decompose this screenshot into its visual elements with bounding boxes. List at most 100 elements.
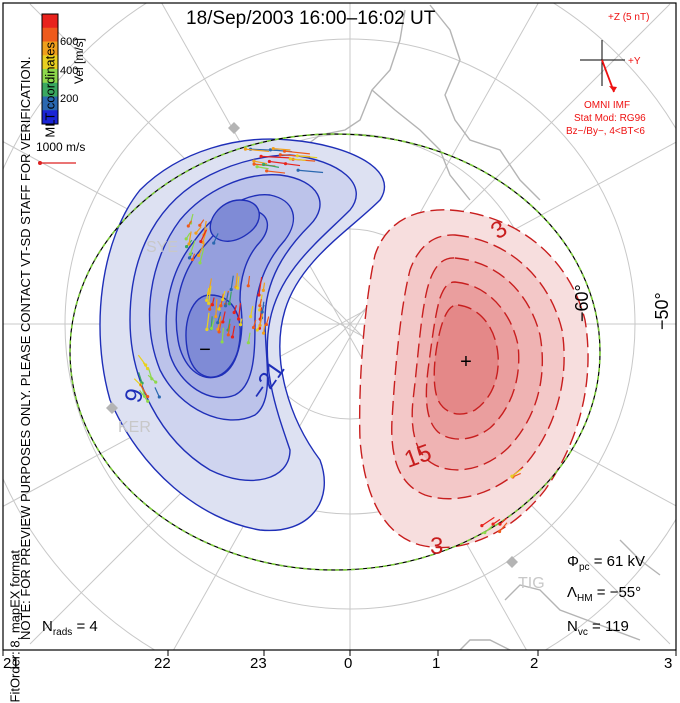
velocity-vector-origin <box>205 327 209 332</box>
velocity-vector-origin <box>230 335 235 339</box>
velocity-vector <box>188 231 192 245</box>
velocity-vector-origin <box>227 302 232 306</box>
stat-lambda-hm-symbol: Λ <box>567 584 578 601</box>
velocity-vector <box>199 248 205 264</box>
colorbar-swatch <box>42 41 58 56</box>
velocity-vector-origin <box>288 157 292 161</box>
colorbar-label: Vel [m/s] <box>72 37 87 85</box>
imf-source-label: OMNI IMF <box>584 100 631 111</box>
plot-title: 18/Sep/2003 16:00–16:02 UT <box>186 8 436 29</box>
velocity-vector-origin <box>190 257 195 262</box>
mlt-tick-21: 21 <box>3 655 20 672</box>
velocity-vector <box>261 155 290 159</box>
velocity-vector <box>284 150 310 155</box>
stat-nrads-subscript: rads <box>52 627 73 638</box>
stat-phi-pc-subscript: pc <box>578 562 590 573</box>
velocity-vector <box>154 387 160 398</box>
mlt-tick-0: 0 <box>344 655 353 672</box>
colorbar-swatch <box>42 110 58 125</box>
velocity-vector <box>511 468 522 477</box>
velocity-vector-origin <box>214 315 218 319</box>
velocity-vector-origin <box>235 286 240 290</box>
velocity-vector-origin <box>229 287 233 292</box>
velocity-vector-origin <box>146 395 150 399</box>
velocity-vector-origin <box>188 252 192 256</box>
velocity-vector <box>285 163 301 167</box>
vector-scale-label: 1000 m/s <box>36 140 86 154</box>
velocity-vector <box>231 325 236 338</box>
colorbar-swatch <box>42 55 58 70</box>
velocity-vector-origin <box>258 308 262 312</box>
velocity-vector-origin <box>212 241 216 245</box>
velocity-vector-origin <box>216 327 220 331</box>
station-markers <box>106 122 518 568</box>
colorbar <box>42 14 58 125</box>
velocity-vector-origin <box>237 317 241 321</box>
velocity-vector <box>211 318 216 329</box>
velocity-vector-origin <box>246 284 250 288</box>
velocity-vector-origin <box>207 301 211 305</box>
velocity-vector <box>221 327 225 342</box>
stat-nrads-value: = 4 <box>76 618 98 635</box>
velocity-vector <box>484 524 495 534</box>
velocity-vector <box>222 311 226 323</box>
velocity-vector-origin <box>259 154 263 159</box>
convection-map: − + 9 −21 3 15 3 −60° −50° SYE KER TIG <box>2 2 677 656</box>
velocity-vector <box>235 273 238 288</box>
velocity-vector-origin <box>510 474 514 478</box>
velocity-vector-origin <box>198 261 202 265</box>
velocity-vector <box>200 229 207 242</box>
stat-lambda-hm-subscript: HM <box>577 593 593 604</box>
colorbar-swatch <box>42 27 58 42</box>
velocity-vector-origin <box>265 169 269 173</box>
velocity-vector <box>138 372 143 384</box>
velocity-vector-origin <box>221 297 225 302</box>
velocity-vector-origin <box>223 304 228 308</box>
colorbar-swatch <box>42 69 58 84</box>
colorbar-tick-200: 200 <box>60 93 79 105</box>
colorbar-tick-400: 400 <box>60 65 79 77</box>
velocity-vector <box>207 278 213 294</box>
velocity-vector-origin <box>199 239 203 244</box>
velocity-vector-origin <box>261 288 265 292</box>
velocity-vector <box>228 291 232 304</box>
mlt-tick-22: 22 <box>154 655 171 672</box>
velocity-vector <box>266 170 286 174</box>
stat-nrads: Nrads = 4 <box>42 618 98 638</box>
velocity-vector-origin <box>251 325 256 330</box>
positive-pole-marker: + <box>460 351 472 373</box>
velocity-vector-origin <box>267 159 272 164</box>
negative-potential-cell <box>99 138 386 532</box>
stat-nvc-value: = 119 <box>592 618 629 635</box>
velocity-vector <box>189 240 196 255</box>
latitude-label-50: −50° <box>652 292 672 330</box>
velocity-vector-origin <box>483 531 487 535</box>
velocity-vector <box>227 323 231 335</box>
velocity-vector <box>215 299 218 317</box>
station-labels: SYE KER TIG <box>118 239 545 592</box>
stat-phi-pc-value: = 61 kV <box>593 553 645 570</box>
velocity-vector-origin <box>491 522 495 526</box>
velocity-vector-origin <box>282 149 287 153</box>
heppner-maynard-boundary-overlay <box>69 133 601 571</box>
velocity-vector-origin <box>150 377 154 381</box>
velocity-vector <box>256 166 269 170</box>
latitude-label-60: −60° <box>572 284 592 322</box>
velocity-vector-origin <box>219 304 223 308</box>
station-ker: KER <box>118 419 151 436</box>
velocity-vector-origin <box>154 380 158 384</box>
mlt-tick-1: 1 <box>432 655 441 672</box>
velocity-vector-origin <box>217 330 221 334</box>
velocity-vector-origin <box>226 333 230 337</box>
colorbar-swatch <box>42 14 58 29</box>
velocity-vector-origin <box>258 323 262 327</box>
imf-clock <box>580 40 625 93</box>
stat-phi-pc-symbol: Φ <box>567 553 579 570</box>
stat-lambda-hm-value: = −55° <box>596 584 642 601</box>
stat-phi-pc: Φpc = 61 kV <box>567 553 645 573</box>
velocity-vector <box>217 311 222 323</box>
station-tig: TIG <box>518 575 545 592</box>
colorbar-swatch <box>42 96 58 111</box>
velocity-vector-origin <box>208 307 212 311</box>
colorbar-swatch <box>42 82 58 97</box>
